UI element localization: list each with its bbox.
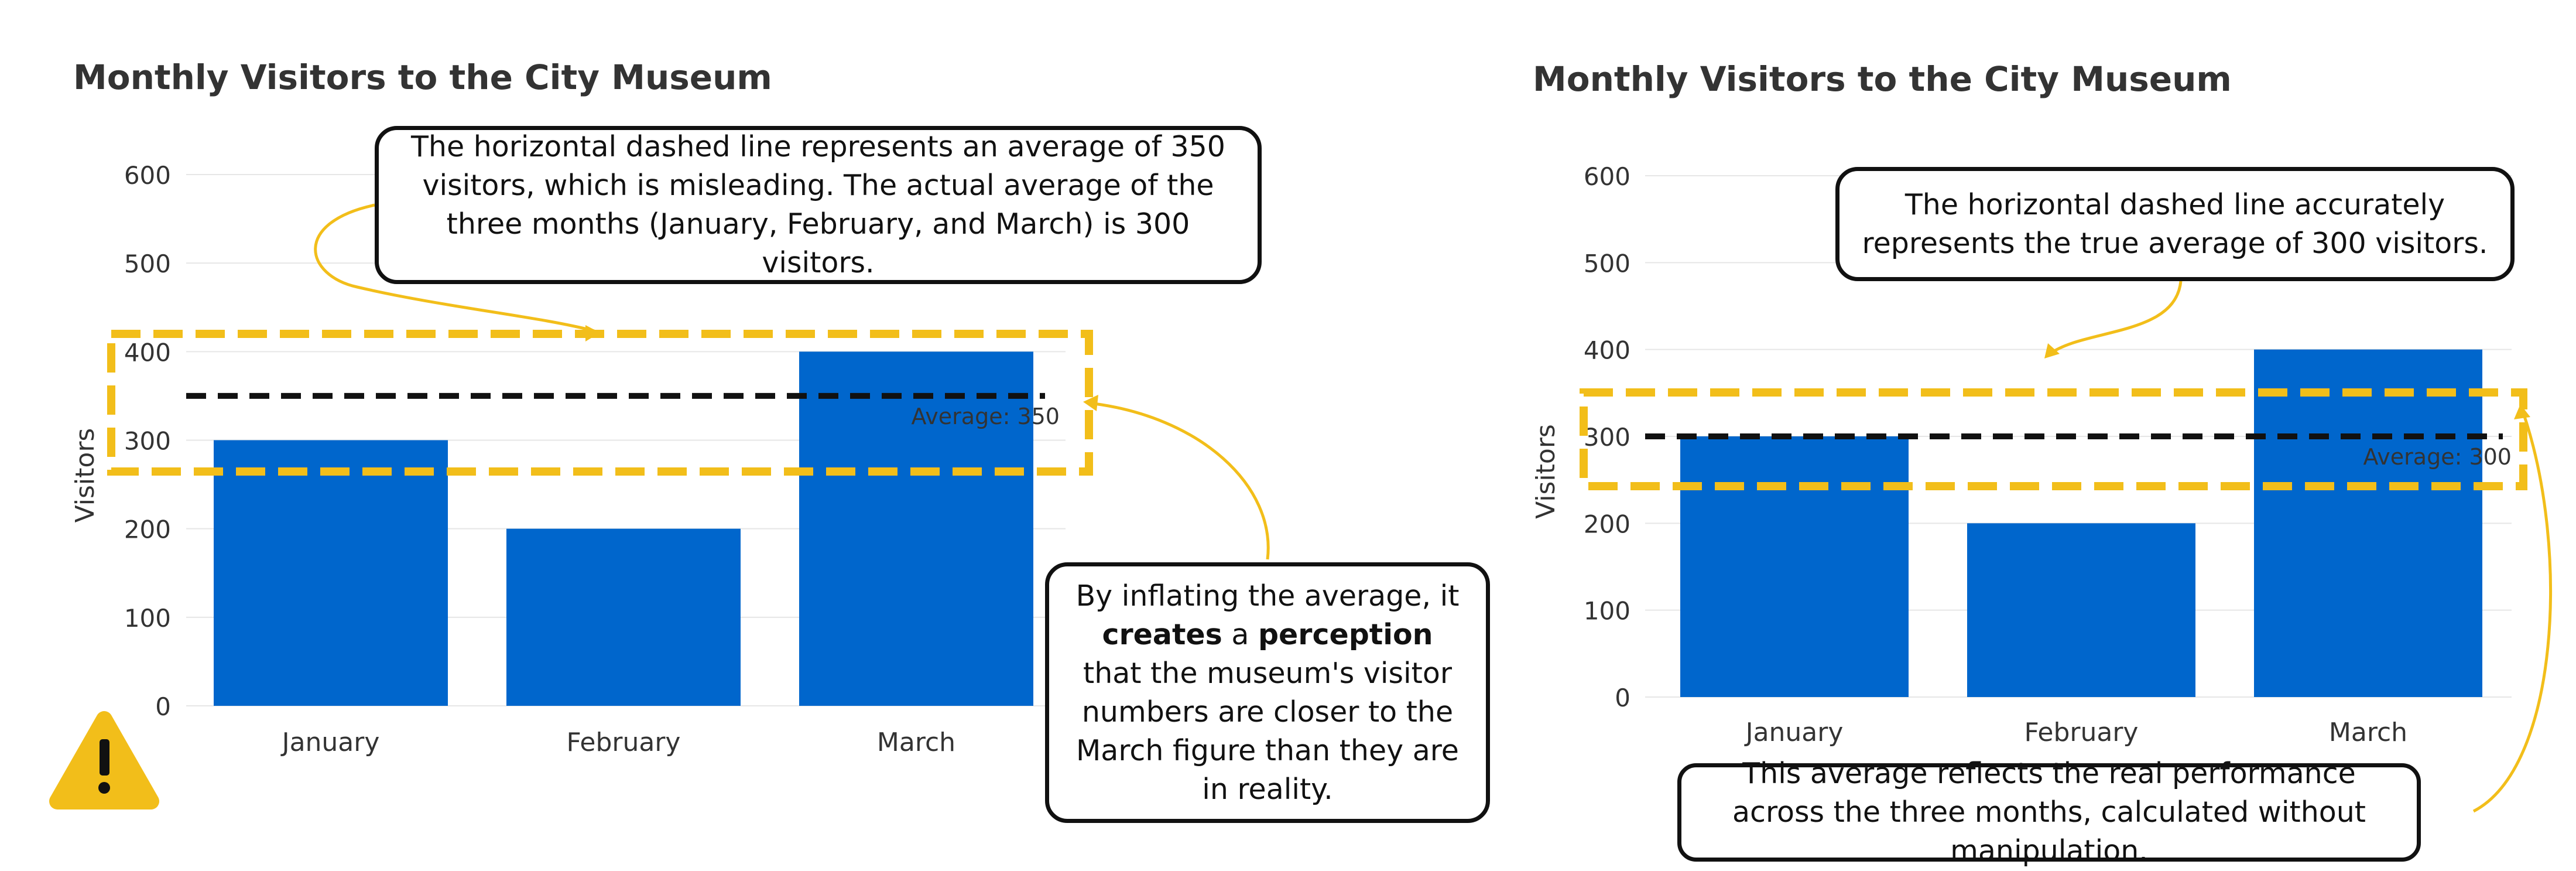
y-tick-label: 500 bbox=[124, 250, 171, 278]
y-tick-label: 600 bbox=[124, 161, 171, 190]
y-tick-label: 200 bbox=[1584, 510, 1630, 538]
y-tick-label: 100 bbox=[1584, 597, 1630, 626]
y-axis-label: Visitors bbox=[70, 428, 100, 523]
bar-february bbox=[1967, 523, 2195, 697]
right-chart-accurate: Monthly Visitors to the City Museum 0 100 2… bbox=[1531, 59, 2527, 747]
x-tick-label: February bbox=[2025, 718, 2139, 747]
x-tick-label: March bbox=[2329, 718, 2407, 747]
bar-january bbox=[214, 440, 448, 706]
chart-title: Monthly Visitors to the City Museum bbox=[73, 57, 772, 97]
y-tick-label: 200 bbox=[124, 515, 171, 544]
y-tick-label: 400 bbox=[1584, 336, 1630, 365]
arrow-bottom-right-callout bbox=[2472, 412, 2552, 813]
x-tick-label: February bbox=[567, 727, 681, 757]
bar-march bbox=[799, 351, 1033, 706]
callout-perception-text: By inflating the average, it creates a p… bbox=[1075, 579, 1460, 806]
y-tick-label: 0 bbox=[1615, 684, 1630, 712]
callout-misleading-average-text: The horizontal dashed line represents an… bbox=[411, 130, 1225, 279]
misleading-highlight-box bbox=[107, 330, 1093, 476]
y-tick-label: 0 bbox=[155, 692, 171, 721]
average-line-label: Average: 300 bbox=[2363, 444, 2512, 470]
bar-march bbox=[2254, 349, 2482, 697]
arrow-top-left-callout bbox=[314, 203, 595, 333]
arrow-head-bottom-right bbox=[2514, 404, 2530, 419]
x-tick-label: January bbox=[280, 727, 380, 757]
y-tick-label: 500 bbox=[1584, 249, 1630, 278]
y-tick-label: 300 bbox=[124, 427, 171, 456]
y-tick-label: 300 bbox=[1584, 423, 1630, 452]
x-tick-label: January bbox=[1744, 718, 1844, 747]
y-tick-label: 600 bbox=[1584, 162, 1630, 191]
x-tick-label: March bbox=[877, 727, 955, 757]
callout-misleading-average: The horizontal dashed line represents an… bbox=[375, 126, 1262, 284]
bar-february bbox=[506, 528, 741, 706]
left-chart-misleading: Monthly Visitors to the City Museum 0 100 2… bbox=[70, 57, 1093, 757]
arrow-head-bottom-left bbox=[1083, 395, 1098, 411]
accurate-highlight-box bbox=[1580, 388, 2527, 490]
y-tick-label: 400 bbox=[124, 338, 171, 367]
callout-real-performance: This average reflects the real performan… bbox=[1677, 757, 2421, 867]
average-line-label: Average: 350 bbox=[912, 404, 1060, 429]
arrow-head-top-left bbox=[585, 325, 600, 341]
arrow-head-top-right bbox=[2044, 343, 2060, 358]
callout-accurate-average: The horizontal dashed line accurately re… bbox=[1835, 167, 2515, 281]
arrow-top-right-callout bbox=[2048, 281, 2183, 356]
arrow-bottom-left-callout bbox=[1088, 401, 1270, 560]
callout-accurate-average-text: The horizontal dashed line accurately re… bbox=[1862, 187, 2488, 260]
y-tick-label: 100 bbox=[124, 604, 171, 633]
bar-january bbox=[1680, 436, 1909, 697]
callout-perception: By inflating the average, it creates a p… bbox=[1045, 562, 1490, 823]
warning-icon bbox=[49, 711, 159, 809]
callout-real-performance-text: This average reflects the real performan… bbox=[1732, 757, 2366, 867]
y-axis-label: Visitors bbox=[1531, 424, 1561, 519]
chart-title: Monthly Visitors to the City Museum bbox=[1533, 59, 2232, 99]
